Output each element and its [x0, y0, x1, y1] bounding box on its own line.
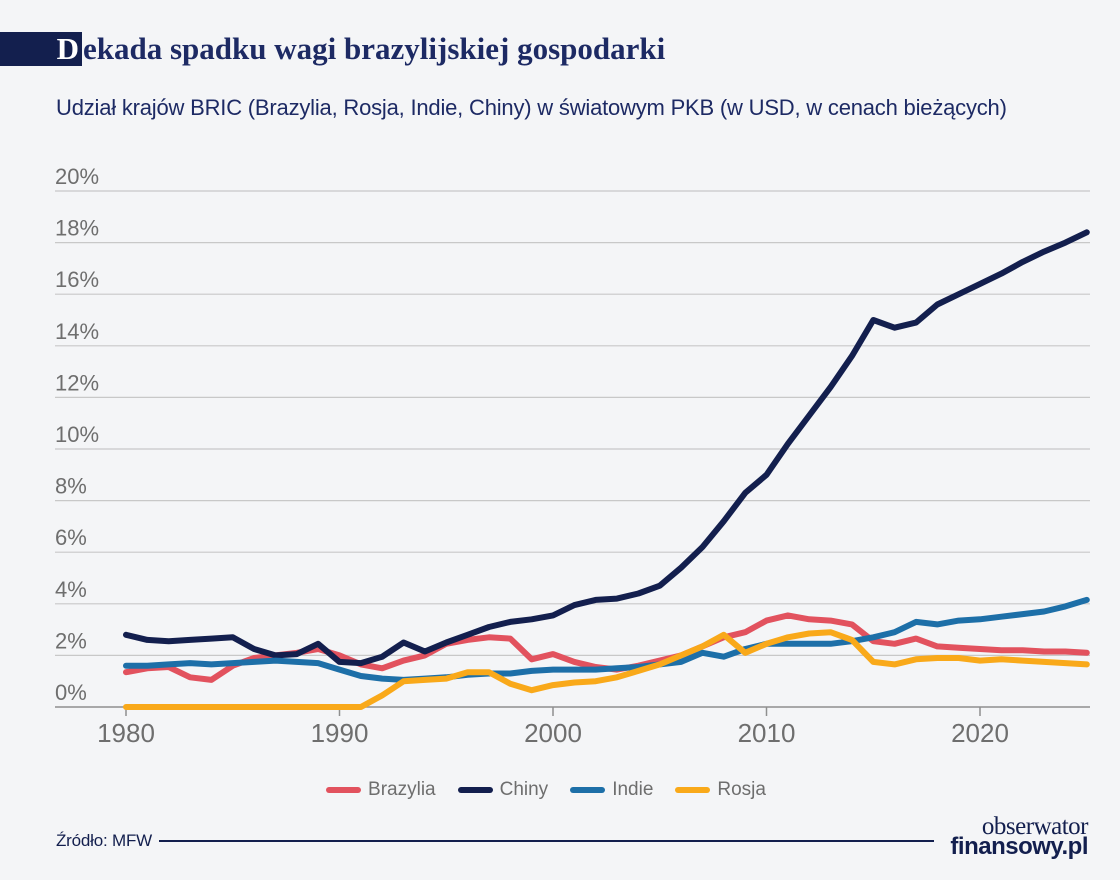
y-axis-label: 0% [55, 680, 87, 705]
legend-label: Indie [612, 779, 654, 800]
legend-label: Chiny [499, 779, 549, 800]
legend-label: Brazylia [368, 779, 436, 800]
legend-swatch-rosja [675, 787, 711, 793]
series-line-rosja [123, 629, 1090, 710]
source-note: Źródło: MFW [56, 831, 153, 850]
x-axis-label: 1980 [97, 718, 155, 748]
legend-label: Rosja [717, 779, 766, 800]
title-accent-block: D [0, 32, 82, 66]
brand-logo: obserwator finansowy.pl [950, 814, 1088, 859]
page-title: D ekada spadku wagi brazylijskiej gospod… [0, 31, 666, 66]
y-axis-label: 8% [55, 474, 87, 499]
y-axis-label: 10% [55, 422, 99, 447]
series-line-indie [123, 596, 1090, 683]
y-axis-label: 6% [55, 525, 87, 550]
legend-item-rosja: Rosja [675, 779, 766, 801]
legend-item-chiny: Chiny [457, 779, 549, 801]
y-axis-label: 16% [55, 267, 99, 292]
legend-swatch-brazylia [326, 787, 362, 793]
legend-item-brazylia: Brazylia [326, 779, 436, 801]
title-first-letter: D [56, 31, 79, 66]
x-axis-label: 2010 [738, 718, 796, 748]
x-axis-label: 1990 [311, 718, 369, 748]
legend-swatch-chiny [457, 787, 493, 793]
brand-logo-line2: finansowy.pl [950, 833, 1088, 860]
title-rest: ekada spadku wagi brazylijskiej gospodar… [83, 31, 666, 66]
y-axis-label: 12% [55, 370, 99, 395]
legend-swatch-indie [570, 787, 606, 793]
chart-legend: Brazylia Chiny Indie Rosja [0, 779, 1106, 801]
y-axis-label: 4% [55, 577, 87, 602]
x-axis-label: 2000 [524, 718, 582, 748]
y-axis-label: 20% [55, 164, 99, 189]
x-axis-label: 2020 [951, 718, 1009, 748]
y-axis-label: 18% [55, 216, 99, 241]
legend-item-indie: Indie [570, 779, 653, 801]
y-axis-label: 14% [55, 319, 99, 344]
series-line-chiny [123, 229, 1090, 667]
footer-divider [159, 840, 934, 842]
chart-subtitle: Udział krajów BRIC (Brazylia, Rosja, Ind… [56, 95, 1007, 120]
y-axis-label: 2% [55, 628, 87, 653]
brand-logo-line1: obserwator [981, 813, 1089, 840]
